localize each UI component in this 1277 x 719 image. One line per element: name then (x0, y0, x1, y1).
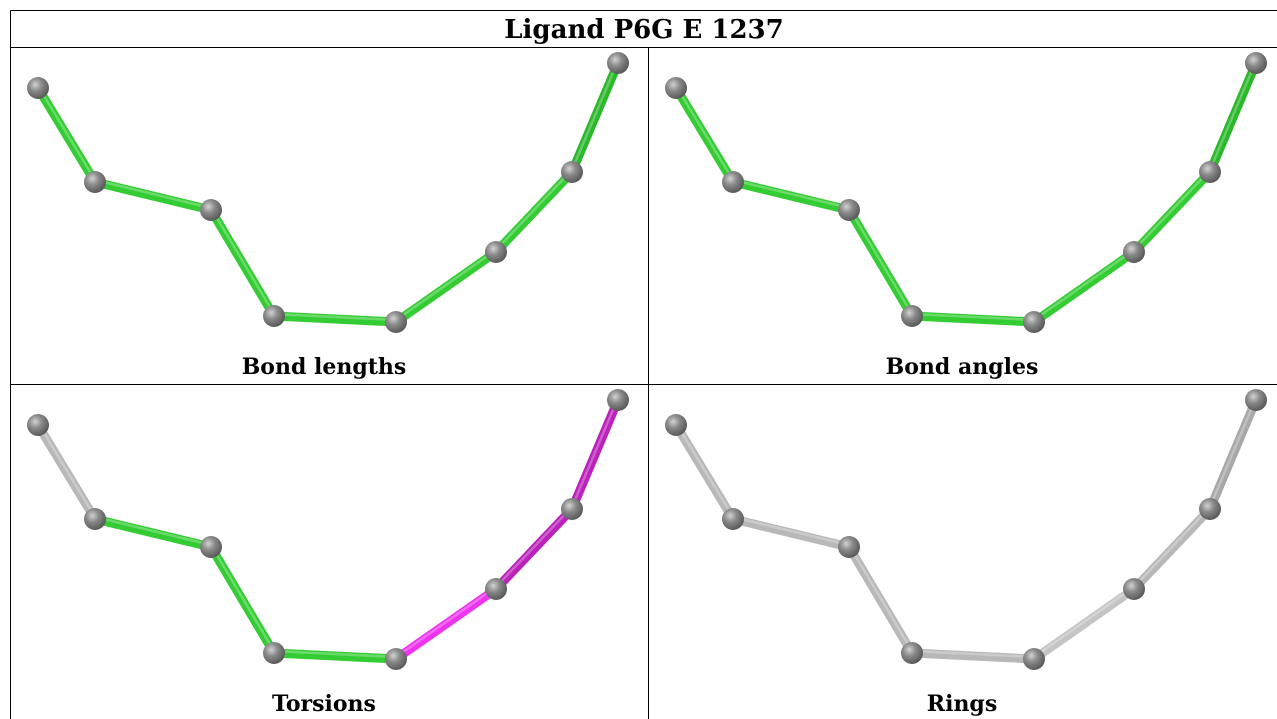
atom-5 (385, 311, 407, 333)
atom-6 (1123, 241, 1145, 263)
bond-1-highlight (674, 84, 735, 182)
atom-2 (84, 171, 106, 193)
atom-2 (722, 171, 744, 193)
bond-1-highlight (674, 421, 735, 519)
bond-5-highlight (394, 248, 498, 322)
bond-lengths-atoms (27, 52, 629, 333)
bond-3-highlight (847, 543, 914, 653)
atom-2 (722, 508, 744, 530)
atom-1 (665, 77, 687, 99)
atom-7 (561, 498, 583, 520)
bond-1-highlight (36, 84, 97, 182)
atom-8 (607, 389, 629, 411)
bond-7-highlight (570, 59, 620, 172)
panel-bond-angles: Bond angles (665, 52, 1267, 380)
atom-8 (607, 52, 629, 74)
atom-7 (1199, 498, 1221, 520)
bond-6-highlight (494, 505, 574, 589)
bond-angles-atoms (665, 52, 1267, 333)
table-grid (10, 10, 1277, 719)
atom-6 (485, 241, 507, 263)
bond-3-highlight (209, 543, 276, 653)
atom-5 (1023, 648, 1045, 670)
bond-3-highlight (209, 206, 276, 316)
atom-2 (84, 508, 106, 530)
atom-7 (561, 161, 583, 183)
atom-3 (200, 199, 222, 221)
bond-4-highlight (910, 312, 1036, 322)
atom-1 (27, 77, 49, 99)
bond-6-highlight (494, 168, 574, 252)
atom-8 (1245, 52, 1267, 74)
bond-1-highlight (36, 421, 97, 519)
rings-bonds (671, 395, 1261, 664)
bond-7-highlight (1208, 59, 1258, 172)
figure-title: Ligand P6G E 1237 (504, 15, 783, 45)
panel-bond-lengths: Bond lengths (27, 52, 629, 380)
atom-5 (385, 648, 407, 670)
atom-5 (1023, 311, 1045, 333)
bond-angles-bonds (671, 58, 1261, 327)
panel-torsions: Torsions (27, 389, 629, 717)
bond-7-highlight (570, 396, 620, 509)
atom-3 (838, 536, 860, 558)
atom-4 (901, 305, 923, 327)
bond-4-highlight (272, 649, 398, 659)
atom-8 (1245, 389, 1267, 411)
atom-1 (665, 414, 687, 436)
bond-7-highlight (1208, 396, 1258, 509)
atom-4 (263, 305, 285, 327)
panel-caption-bond-lengths: Bond lengths (242, 354, 407, 380)
atom-4 (263, 642, 285, 664)
atom-4 (901, 642, 923, 664)
bond-4-highlight (910, 649, 1036, 659)
bond-2-highlight (731, 178, 851, 210)
bond-lengths-bonds (33, 58, 623, 327)
atom-3 (200, 536, 222, 558)
panel-caption-rings: Rings (927, 691, 997, 717)
atom-7 (1199, 161, 1221, 183)
rings-atoms (665, 389, 1267, 670)
torsions-atoms (27, 389, 629, 670)
panel-rings: Rings (665, 389, 1267, 717)
bond-2-highlight (93, 515, 213, 547)
bond-5-highlight (1032, 585, 1136, 659)
panel-caption-bond-angles: Bond angles (886, 354, 1039, 380)
torsions-bonds (33, 395, 623, 664)
bond-3-highlight (847, 206, 914, 316)
panel-caption-torsions: Torsions (272, 691, 376, 717)
bond-5-highlight (394, 585, 498, 659)
bond-2-highlight (93, 178, 213, 210)
atom-3 (838, 199, 860, 221)
atom-6 (1123, 578, 1145, 600)
atom-6 (485, 578, 507, 600)
bond-2-highlight (731, 515, 851, 547)
bond-6-highlight (1132, 168, 1212, 252)
bond-6-highlight (1132, 505, 1212, 589)
bond-5-highlight (1032, 248, 1136, 322)
atom-1 (27, 414, 49, 436)
bond-4-highlight (272, 312, 398, 322)
